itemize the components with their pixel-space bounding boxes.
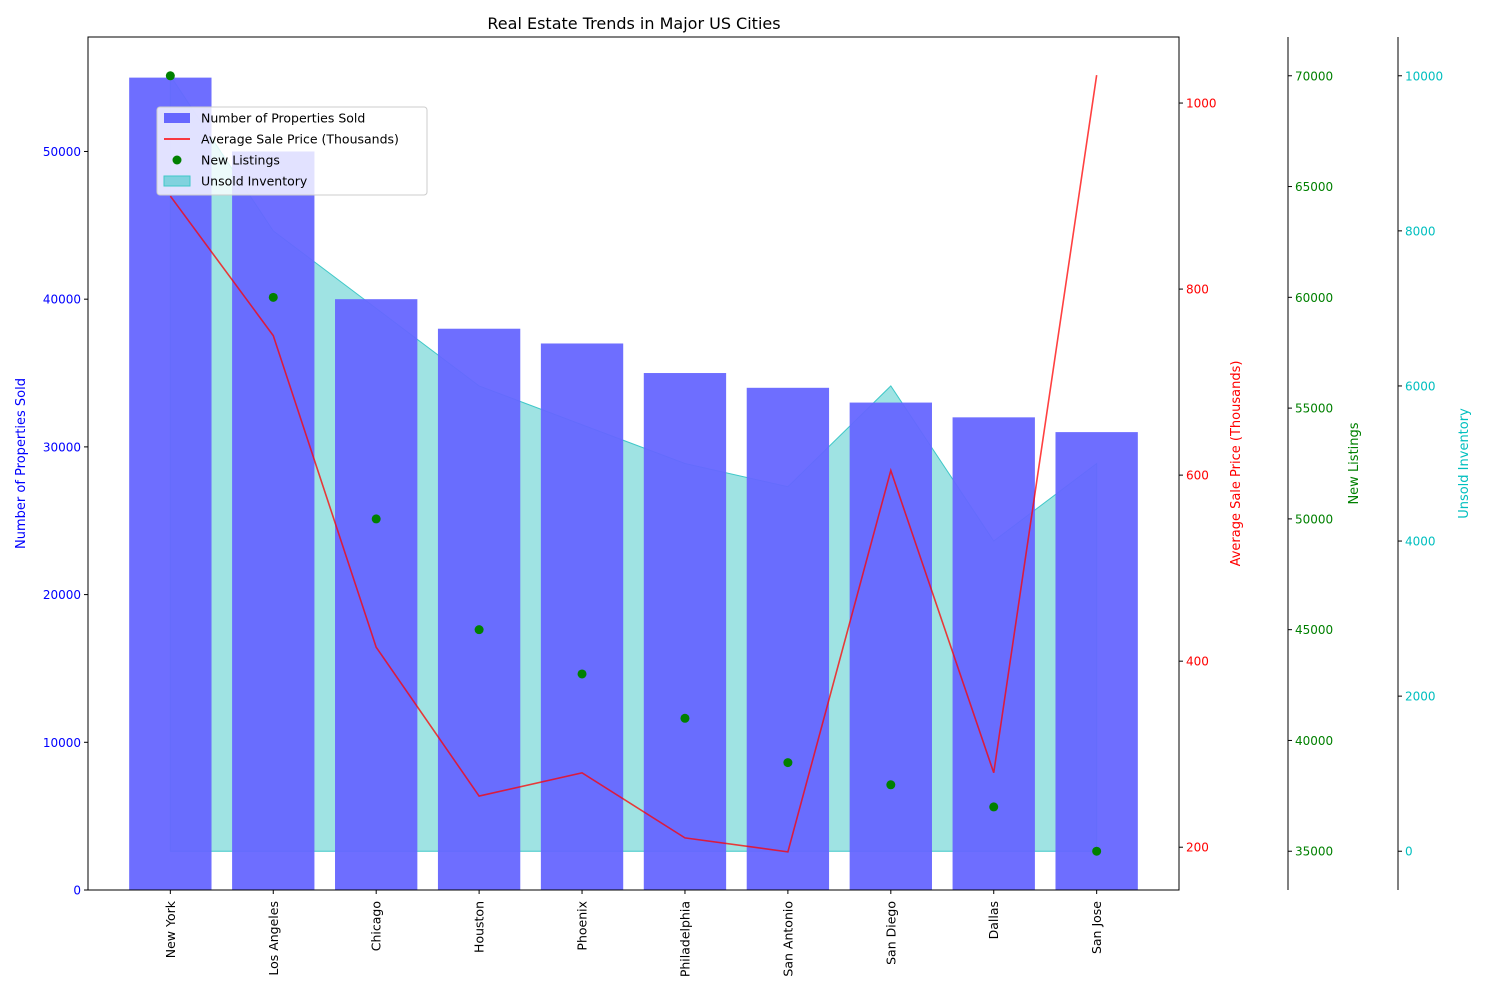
bar-properties-sold [232, 151, 315, 890]
y-tick-label-new-listings: 55000 [1295, 402, 1333, 416]
legend: Number of Properties Sold Average Sale Pr… [156, 106, 428, 196]
y-tick-label-average-sale-price: 200 [1186, 841, 1209, 855]
point-new-listings [680, 713, 690, 723]
bar-properties-sold [437, 328, 521, 890]
point-new-listings [268, 292, 278, 302]
point-new-listings [577, 669, 587, 679]
y-tick-label-properties-sold: 20000 [43, 588, 81, 602]
line-average-sale-price [169, 75, 1098, 853]
plot-border [87, 36, 1180, 891]
legend-box [156, 106, 428, 196]
chart-title: Real Estate Trends in Major US Cities [487, 14, 780, 33]
x-tick-label: San Diego [883, 901, 898, 965]
bar-layer [129, 77, 1138, 891]
y-tick-label-properties-sold: 30000 [43, 440, 81, 454]
bar-properties-sold [335, 299, 418, 890]
y-tick-label-unsold-inventory: 2000 [1405, 690, 1436, 704]
legend-label: Unsold Inventory [201, 174, 308, 189]
y-tick-label-unsold-inventory: 0 [1405, 845, 1413, 859]
bar-properties-sold [643, 373, 727, 891]
y-tick-label-new-listings: 50000 [1295, 512, 1333, 526]
point-new-listings [474, 625, 484, 635]
point-new-listings [783, 758, 793, 768]
bar-properties-sold [540, 343, 624, 891]
y-tick-label-average-sale-price: 600 [1186, 469, 1209, 483]
y-tick-label-new-listings: 45000 [1295, 623, 1333, 637]
y-tick-label-new-listings: 60000 [1295, 291, 1333, 305]
x-tick-label: Houston [472, 901, 487, 953]
y-tick-label-average-sale-price: 800 [1186, 283, 1209, 297]
x-tick-label: San Jose [1089, 901, 1104, 954]
y-tick-label-properties-sold: 40000 [43, 293, 81, 307]
bar-properties-sold [129, 77, 212, 891]
x-tick-label: Chicago [369, 901, 384, 951]
x-tick-label: New York [163, 900, 178, 958]
y-tick-label-new-listings: 35000 [1295, 845, 1333, 859]
y-tick-label-properties-sold: 10000 [43, 736, 81, 750]
line-layer [169, 75, 1098, 853]
bar-properties-sold [1055, 432, 1138, 890]
plot-frame [87, 36, 1180, 891]
scatter-layer [165, 71, 1102, 856]
legend-label: Number of Properties Sold [201, 111, 365, 126]
y-tick-label-unsold-inventory: 10000 [1405, 69, 1443, 83]
legend-label: Average Sale Price (Thousands) [201, 132, 399, 147]
y-tick-label-unsold-inventory: 6000 [1405, 379, 1436, 393]
point-new-listings [989, 802, 999, 812]
x-tick-label: Dallas [986, 901, 1001, 939]
bar-properties-sold [746, 387, 830, 890]
x-tick-label: Phoenix [575, 901, 590, 951]
axis-label-unsold-inventory: Unsold Inventory [1457, 408, 1472, 519]
axis-label-average-sale-price: Average Sale Price (Thousands) [1229, 361, 1244, 567]
point-new-listings [165, 71, 175, 81]
y-tick-label-new-listings: 40000 [1295, 734, 1333, 748]
x-tick-label: Los Angeles [266, 901, 281, 976]
x-tick-label: Philadelphia [677, 901, 692, 977]
point-new-listings [886, 780, 896, 790]
legend-swatch-new-listings [172, 155, 182, 165]
point-new-listings [1092, 846, 1102, 856]
bar-properties-sold [952, 417, 1035, 890]
x-axis: New York Los Angeles Chicago Houston Phoenix… [163, 890, 1104, 977]
y-tick-label-properties-sold: 0 [73, 884, 81, 898]
bar-properties-sold [849, 402, 932, 890]
y-tick-label-new-listings: 70000 [1295, 69, 1333, 83]
legend-swatch-properties-sold [164, 113, 190, 123]
y-tick-label-properties-sold: 50000 [43, 145, 81, 159]
point-new-listings [371, 514, 381, 524]
axis-label-new-listings: New Listings [1347, 422, 1362, 504]
axis-label-properties-sold: Number of Properties Sold [14, 378, 29, 549]
y-tick-label-unsold-inventory: 4000 [1405, 535, 1436, 549]
y-tick-label-average-sale-price: 1000 [1186, 97, 1217, 111]
y-tick-label-average-sale-price: 400 [1186, 655, 1209, 669]
legend-label: New Listings [201, 153, 280, 168]
legend-swatch-unsold-inventory [163, 175, 191, 187]
y-tick-label-new-listings: 65000 [1295, 180, 1333, 194]
y-tick-label-unsold-inventory: 8000 [1405, 224, 1436, 238]
x-tick-label: San Antonio [780, 901, 795, 977]
